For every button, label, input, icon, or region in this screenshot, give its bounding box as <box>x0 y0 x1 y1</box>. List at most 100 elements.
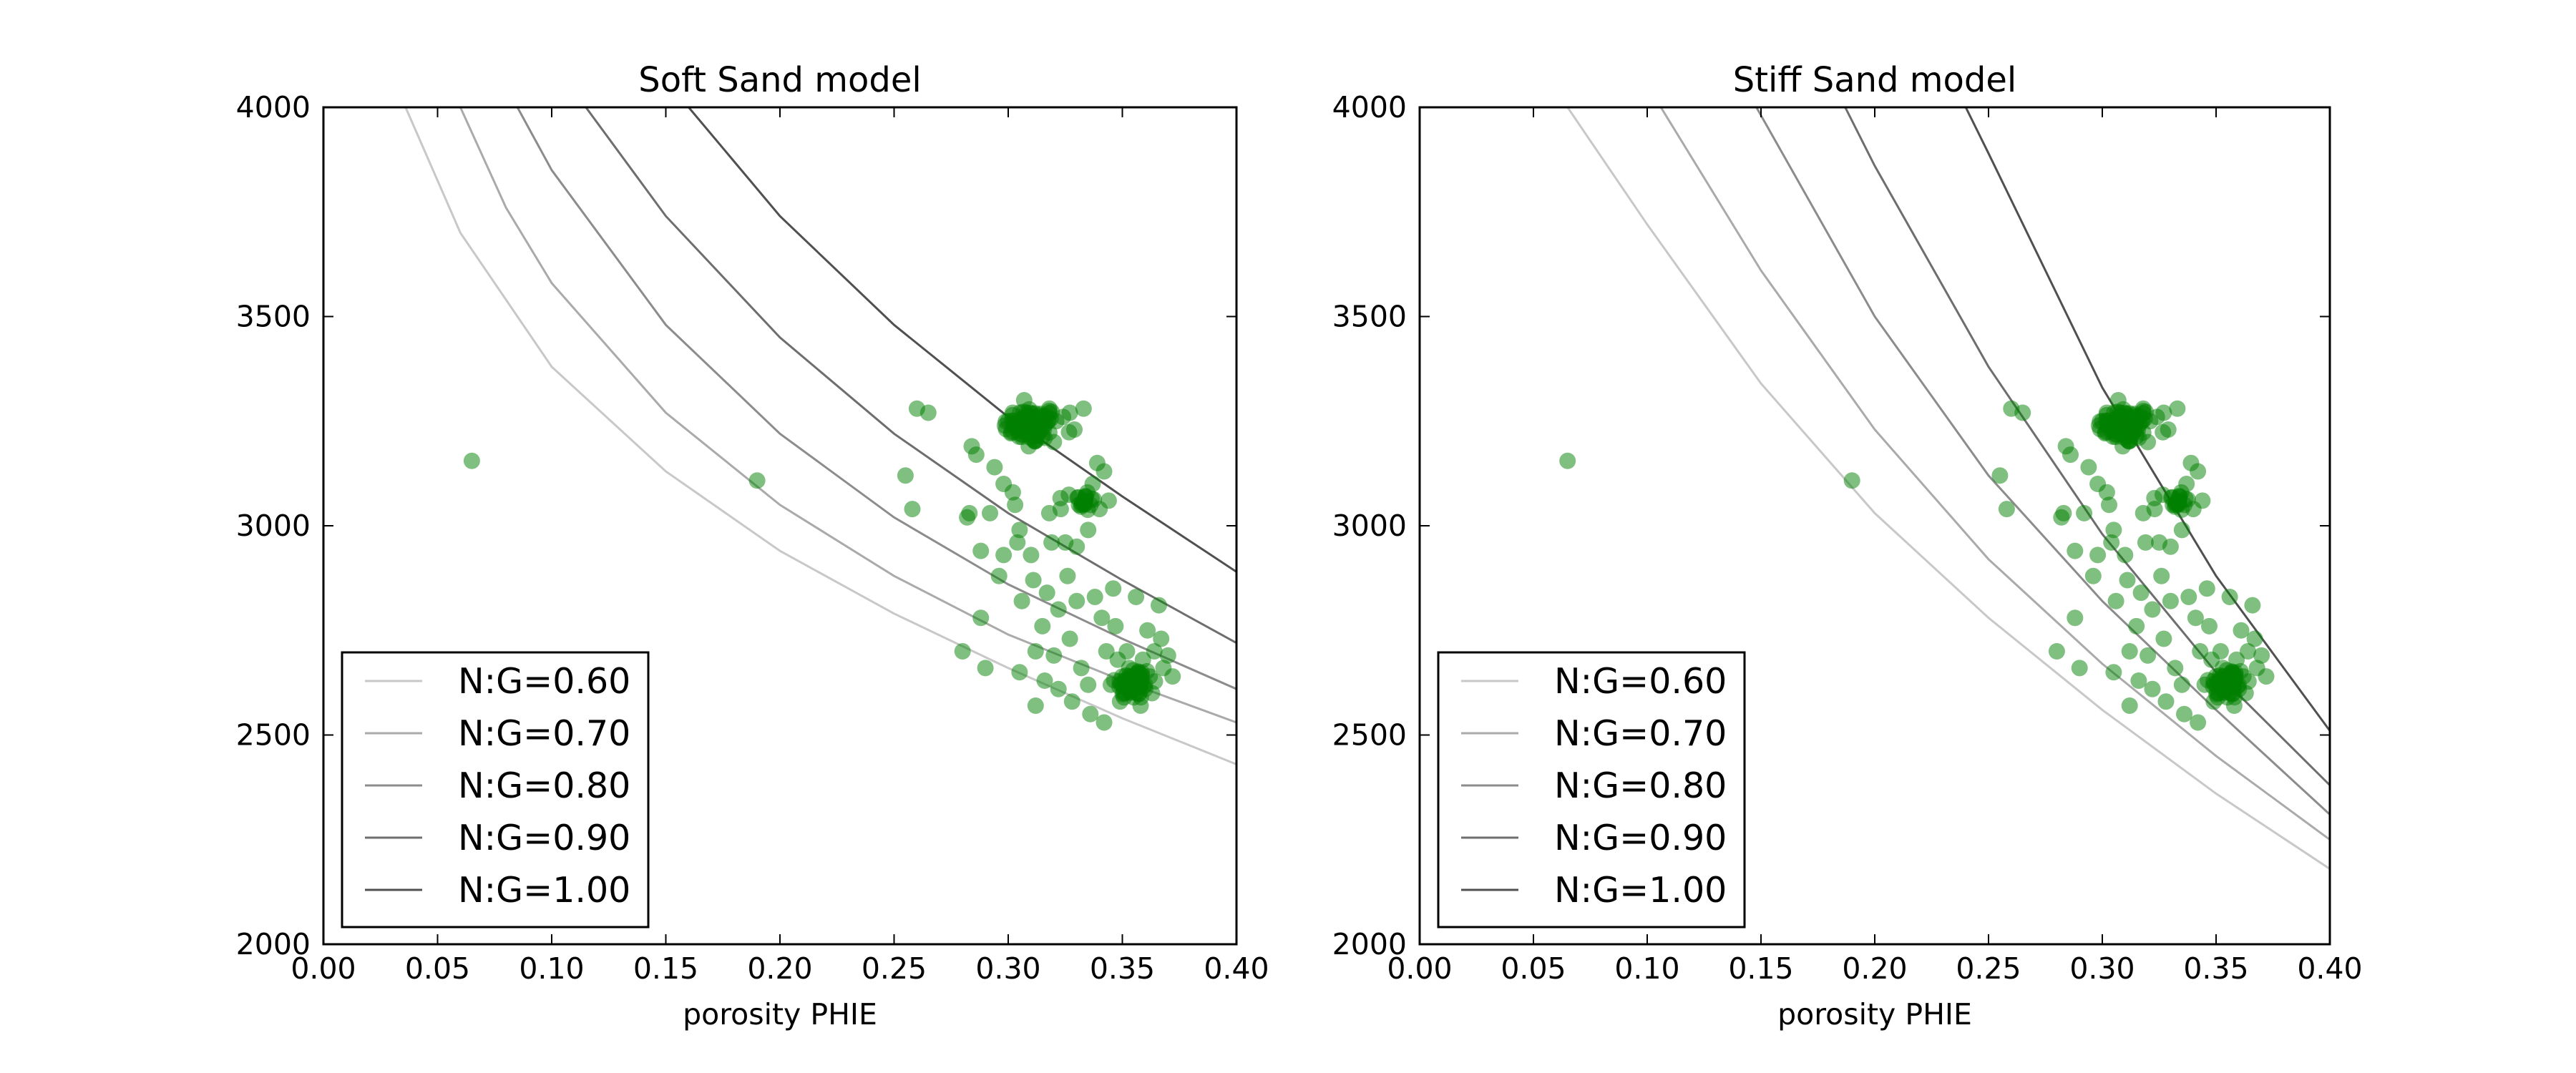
model-curve <box>1659 107 2330 841</box>
x-tick-label: 0.05 <box>405 951 470 986</box>
data-point <box>1082 705 1099 722</box>
data-point <box>2140 647 2157 664</box>
legend-entry: N:G=0.80 <box>365 765 630 806</box>
x-axis-label: porosity PHIE <box>1777 997 1972 1032</box>
x-tick-label: 0.35 <box>1090 951 1155 986</box>
data-point <box>2048 643 2065 660</box>
data-point <box>967 446 985 464</box>
legend-entry: N:G=0.90 <box>1461 818 1727 858</box>
y-tick-label: 3500 <box>236 300 311 334</box>
data-point <box>2128 617 2145 635</box>
data-point <box>2121 697 2138 714</box>
data-point <box>2176 705 2192 722</box>
legend-entry: N:G=0.60 <box>365 661 630 702</box>
data-point <box>2187 609 2204 627</box>
legend-entry: N:G=1.00 <box>365 870 630 911</box>
x-tick-label: 0.05 <box>1501 951 1566 986</box>
legend-label: N:G=0.70 <box>1554 713 1727 754</box>
data-point <box>1139 622 1156 639</box>
data-point <box>2107 592 2124 609</box>
data-point <box>2157 693 2175 710</box>
data-point <box>2119 572 2136 589</box>
data-point <box>2155 423 2172 441</box>
data-point <box>919 404 937 421</box>
data-point <box>1045 647 1063 664</box>
x-tick-label: 0.10 <box>519 951 584 986</box>
data-point <box>1843 472 1860 489</box>
soft-sand-panel: Soft Sand model 0.00 0.05 0.10 0.15 0.20 0.25… <box>236 60 1269 1032</box>
data-point <box>1151 597 1167 614</box>
data-point <box>2144 601 2161 618</box>
x-tick-label: 0.30 <box>2069 951 2135 986</box>
x-tick-label: 0.30 <box>975 951 1040 986</box>
data-point <box>2221 589 2238 605</box>
axis-ticks: 0.00 0.05 0.10 0.15 0.20 0.25 0.30 0.35 0.40 2000… <box>1332 90 2363 986</box>
data-point <box>1052 489 1069 506</box>
y-tick-label: 2000 <box>1332 927 1407 961</box>
data-point <box>2132 584 2150 602</box>
data-point <box>2117 547 2134 564</box>
data-point <box>2212 643 2229 660</box>
data-point <box>2105 521 2122 539</box>
data-point <box>2244 597 2261 614</box>
legend-box <box>341 651 650 929</box>
data-point <box>2076 504 2093 521</box>
data-point <box>1063 693 1080 710</box>
data-point <box>2201 617 2218 635</box>
data-point <box>2198 580 2215 597</box>
legend-entry: N:G=1.00 <box>1461 870 1727 911</box>
chart-title: Soft Sand model <box>638 60 921 100</box>
data-point <box>2144 680 2161 697</box>
data-point <box>2014 404 2031 421</box>
legend-box <box>1437 651 1746 929</box>
x-tick-label: 0.00 <box>1387 951 1452 986</box>
x-tick-label: 0.00 <box>291 951 356 986</box>
data-point <box>1153 630 1170 647</box>
data-point <box>1009 534 1026 551</box>
data-point <box>1042 411 1059 427</box>
data-point <box>2190 463 2207 480</box>
model-curve <box>585 107 1236 645</box>
data-point <box>977 660 994 677</box>
data-point <box>1027 643 1044 660</box>
y-tick-label: 4000 <box>1332 90 1407 124</box>
data-point <box>1011 664 1028 681</box>
x-axis-label: porosity PHIE <box>683 997 877 1032</box>
x-tick-label: 0.35 <box>2183 951 2248 986</box>
data-point <box>2233 622 2250 639</box>
data-point <box>1013 592 1030 609</box>
data-point <box>1073 660 1090 677</box>
data-point <box>748 472 766 489</box>
data-point <box>1998 501 2015 518</box>
data-point <box>2253 647 2270 664</box>
data-point <box>2153 567 2170 584</box>
data-point <box>1004 484 1021 501</box>
legend-label: N:G=1.00 <box>1554 870 1727 911</box>
data-point <box>972 609 990 627</box>
data-point <box>1025 572 1042 589</box>
y-tick-label: 2000 <box>236 927 311 961</box>
data-point <box>1098 643 1115 660</box>
legend-label: N:G=0.60 <box>1554 661 1727 702</box>
legend-label: N:G=0.60 <box>458 661 630 702</box>
chart-title: Stiff Sand model <box>1733 60 2016 100</box>
legend-label: N:G=1.00 <box>458 870 630 911</box>
data-point <box>1096 463 1113 480</box>
data-point <box>904 501 921 518</box>
data-point <box>2170 493 2187 509</box>
data-point <box>1118 643 1136 660</box>
data-points <box>1559 392 2275 731</box>
data-point <box>1075 400 1092 417</box>
data-point <box>1036 672 1053 689</box>
x-tick-label: 0.40 <box>1204 951 1269 986</box>
data-point <box>1023 405 1040 422</box>
x-tick-label: 0.40 <box>2297 951 2362 986</box>
data-point <box>2246 630 2263 647</box>
model-curve <box>1566 107 2330 870</box>
data-point <box>1100 492 1117 509</box>
data-point <box>1086 589 1103 605</box>
stiff-sand-panel: Stiff Sand model 0.00 0.05 0.10 0.15 0.20 0.2… <box>1332 60 2363 1032</box>
data-point <box>2180 589 2197 605</box>
data-point <box>2155 630 2172 647</box>
